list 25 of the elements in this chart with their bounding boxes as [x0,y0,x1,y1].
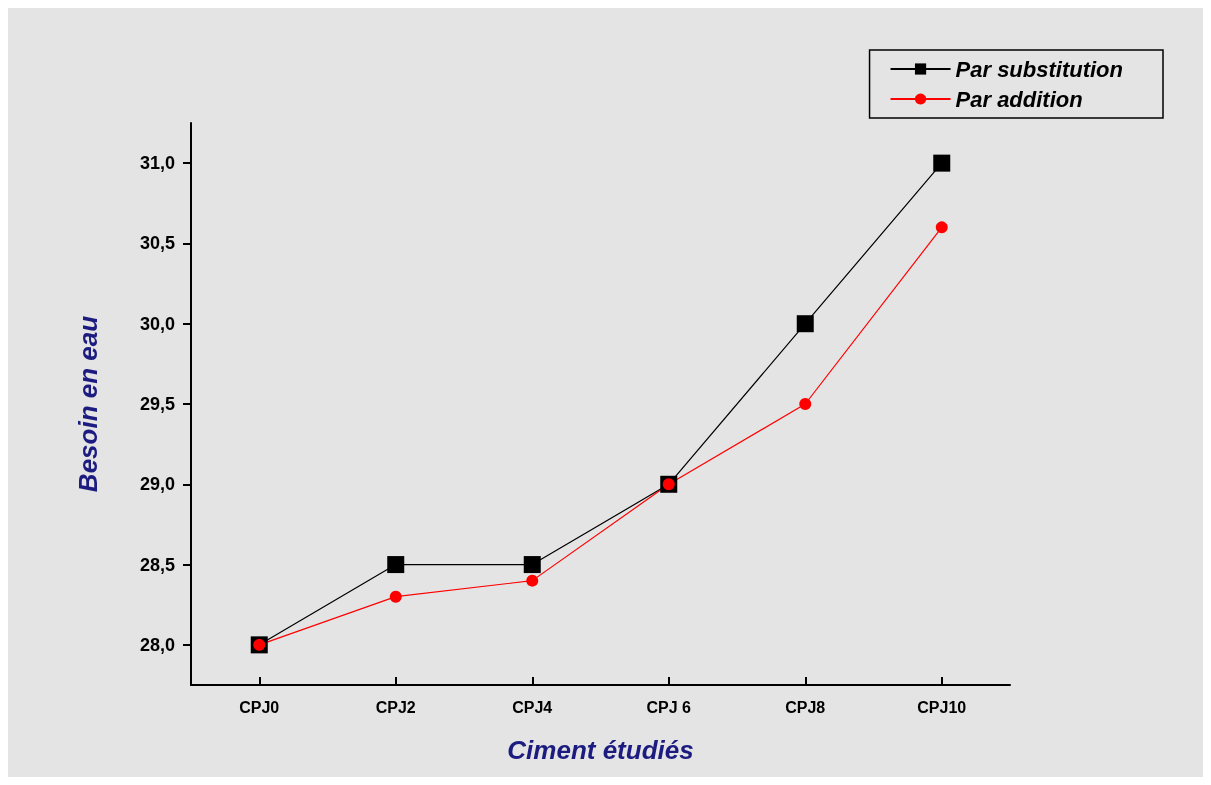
point [796,315,814,333]
x-tick-label: CPJ 6 [646,698,692,716]
y-axis-title: Besoin en eau [73,315,103,493]
y-tick-label: 30,5 [139,233,175,254]
y-tick-label: 31,0 [139,153,175,174]
y-tick-label: 28,5 [139,554,175,575]
legend-label: Par addition [955,86,1083,112]
point [526,574,539,587]
x-tick-label: CPJ0 [239,698,280,716]
x-tick-label: CPJ10 [917,698,967,716]
point [389,590,402,603]
point [935,221,948,234]
x-tick-label: CPJ4 [512,698,553,716]
legend-label: Par substitution [955,56,1123,82]
x-axis-title: Ciment étudiés [507,735,694,765]
y-tick-label: 30,0 [139,313,175,334]
x-tick-label: CPJ2 [375,698,416,716]
y-tick-label: 28,0 [139,634,175,655]
point [387,556,405,574]
y-tick-label: 29,0 [139,474,175,495]
point [933,154,951,172]
point [799,398,812,410]
y-tick-label: 29,5 [139,394,175,414]
x-tick-label: CPJ8 [785,698,826,716]
point [523,556,541,574]
